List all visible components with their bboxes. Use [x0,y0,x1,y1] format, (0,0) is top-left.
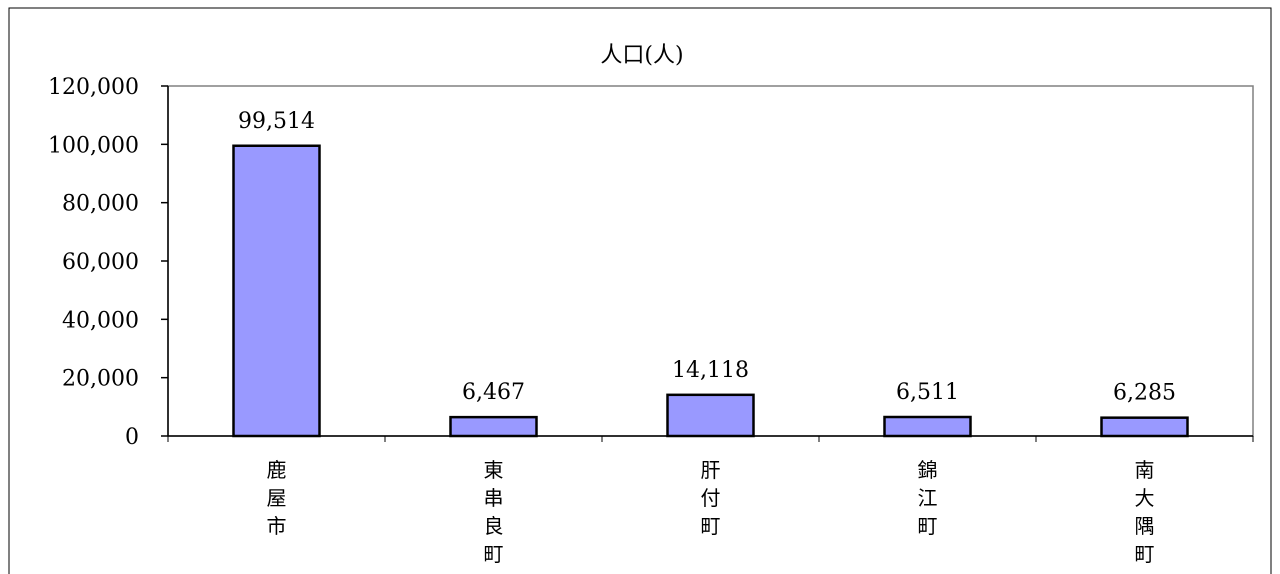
bar [883,415,972,438]
y-tick-label: 0 [125,425,139,450]
category-label: 東串良町 [484,458,504,566]
y-tick-label: 120,000 [48,75,139,100]
data-label: 6,467 [462,380,525,405]
data-label: 99,514 [238,109,315,134]
x-tick-group [167,436,1254,442]
category-label: 鹿屋市 [267,458,287,538]
category-label-char: 串 [484,486,504,510]
category-label-char: 大 [1135,486,1155,510]
y-tick-label: 60,000 [62,250,139,275]
bar [232,144,321,438]
data-label: 6,285 [1113,381,1176,406]
chart-frame [8,7,1272,574]
value-label-group: 99,514 6,467 14,118 6,511 6,285 [238,109,1176,406]
chart-title: 人口(人) [600,43,683,68]
category-label-char: 鹿 [267,458,287,482]
bar [1100,416,1189,438]
category-label-char: 町 [484,542,504,566]
category-label-char: 錦 [918,458,938,482]
category-label-char: 隅 [1135,514,1155,538]
category-label: 肝付町 [701,458,721,538]
y-tick-label: 40,000 [62,308,139,333]
category-label-char: 肝 [701,458,721,482]
category-label-char: 付 [701,486,721,510]
bar-group [232,144,1189,438]
bar [449,415,538,438]
y-tick-label: 100,000 [48,133,139,158]
category-label: 南大隅町 [1135,458,1155,566]
category-label-char: 町 [918,514,938,538]
category-label-char: 屋 [267,486,287,510]
y-tick-label: 20,000 [62,367,139,392]
bar [666,393,755,438]
y-tick-group: 0 20,000 40,000 60,000 80,000 100,000 120,000 [48,75,168,450]
category-label-char: 良 [484,514,504,538]
data-label: 6,511 [896,380,959,405]
category-label-char: 東 [484,458,504,482]
category-label-char: 町 [701,514,721,538]
category-label: 錦江町 [918,458,938,538]
category-label-char: 江 [918,486,938,510]
category-label-char: 市 [267,514,287,538]
data-label: 14,118 [672,358,749,383]
category-label-char: 町 [1135,542,1155,566]
y-tick-label: 80,000 [62,192,139,217]
category-label-char: 南 [1135,458,1155,482]
